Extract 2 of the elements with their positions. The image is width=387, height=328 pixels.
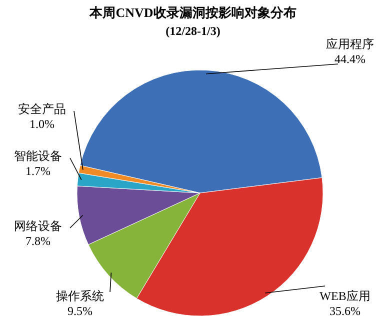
subtitle: (12/28-1/3) [166, 24, 220, 38]
title: 本周CNVD收录漏洞按影响对象分布 [90, 5, 296, 20]
